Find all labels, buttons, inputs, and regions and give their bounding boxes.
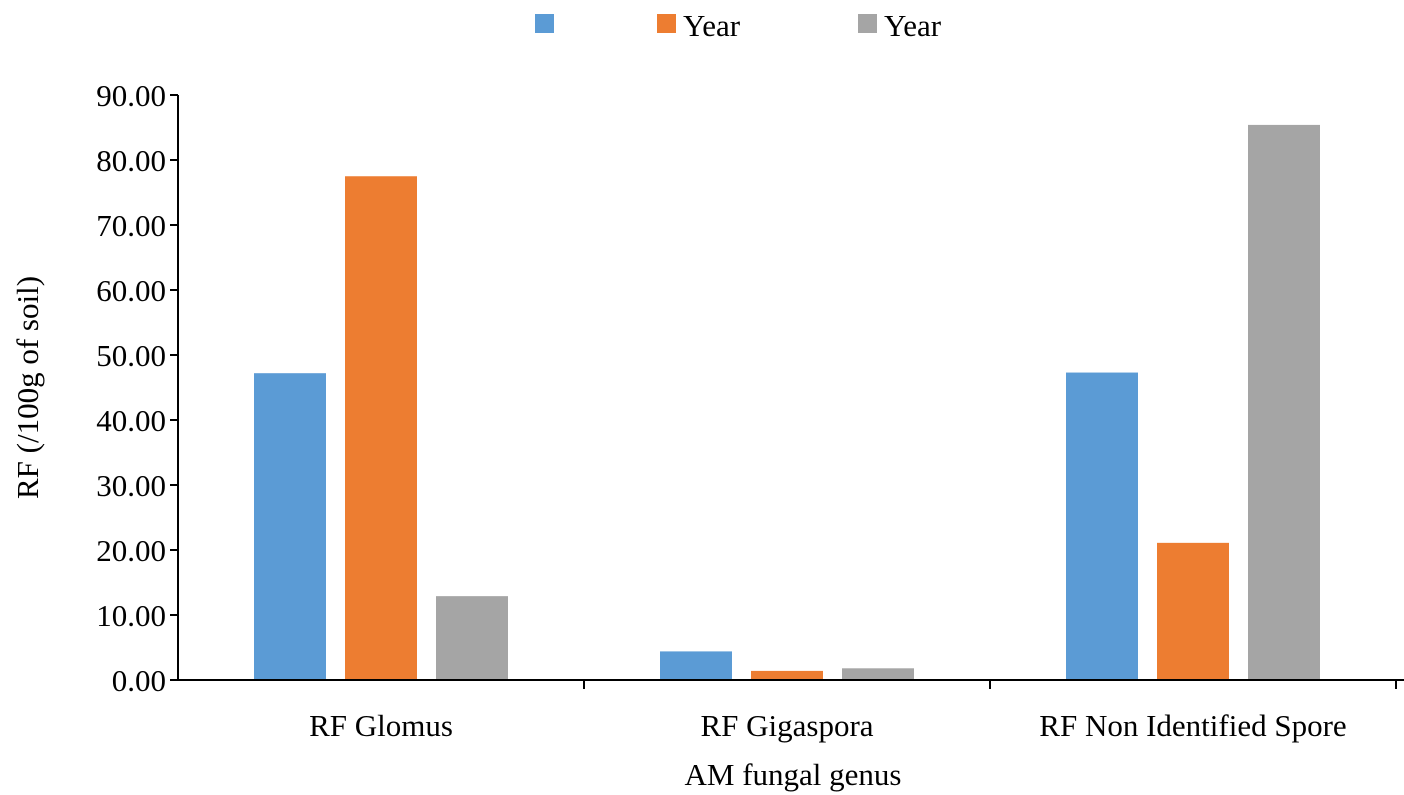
bar <box>751 670 823 680</box>
x-axis-label: AM fungal genus <box>685 757 902 792</box>
y-axis-label: RF (/100g of soil) <box>10 276 45 499</box>
legend-swatch <box>858 14 877 33</box>
x-tick-label: RF Glomus <box>309 708 453 743</box>
legend-label: Year <box>884 8 942 43</box>
bar <box>345 176 417 680</box>
x-tick-label: RF Non Identified Spore <box>1039 708 1346 743</box>
y-tick-label: 80.00 <box>96 143 166 178</box>
y-tick-label: 70.00 <box>96 208 166 243</box>
bar <box>1066 372 1138 680</box>
legend: Year Year <box>535 8 942 43</box>
y-tick-label: 20.00 <box>96 533 166 568</box>
y-tick-label: 30.00 <box>96 468 166 503</box>
bar <box>1157 542 1229 680</box>
bar <box>436 596 508 680</box>
y-tick-label: 10.00 <box>96 598 166 633</box>
y-tick-label: 40.00 <box>96 403 166 438</box>
legend-swatch <box>657 14 676 33</box>
bar <box>1248 124 1320 680</box>
bar <box>254 373 326 680</box>
x-tick-label: RF Gigaspora <box>700 708 873 743</box>
legend-label: Year <box>683 8 741 43</box>
x-axis-ticks: RF Glomus RF Gigaspora RF Non Identified S… <box>309 680 1397 743</box>
y-tick-label: 50.00 <box>96 338 166 373</box>
bar <box>660 651 732 680</box>
y-axis-ticks: 0.00 10.00 20.00 30.00 40.00 50.00 60.00 70.00 8… <box>96 78 178 698</box>
bars <box>254 124 1320 680</box>
y-tick-label: 60.00 <box>96 273 166 308</box>
legend-swatch <box>535 14 554 33</box>
y-tick-label: 0.00 <box>112 663 166 698</box>
bar <box>842 668 914 680</box>
y-tick-label: 90.00 <box>96 78 166 113</box>
